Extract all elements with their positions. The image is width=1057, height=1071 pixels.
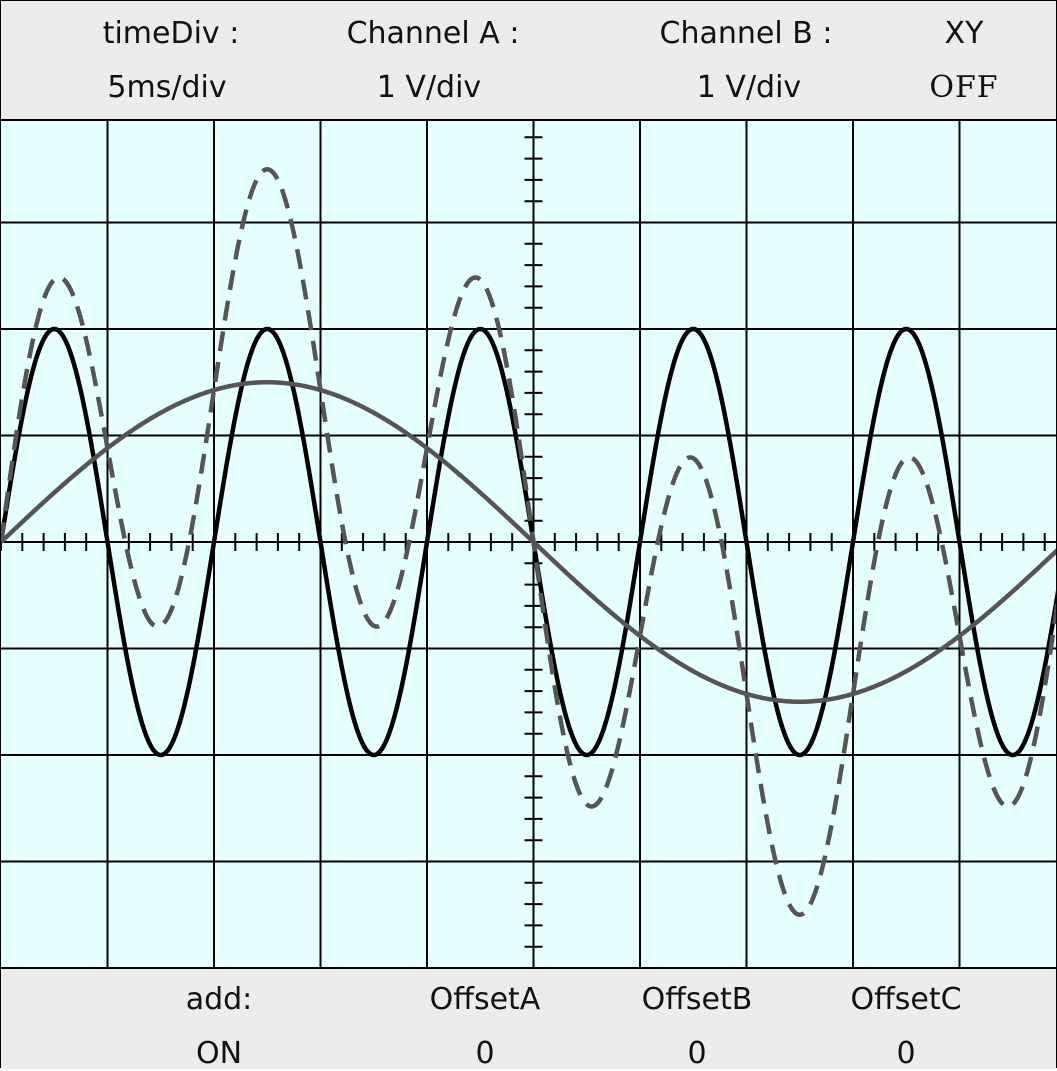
settings-header: timeDiv : 5ms/div Channel A : 1 V/div Ch… <box>1 1 1056 121</box>
channel-b-value[interactable]: 1 V/div <box>696 70 802 105</box>
offset-c-label: OffsetC <box>850 982 962 1017</box>
add-label: add: <box>185 982 253 1017</box>
oscilloscope-screen <box>0 115 1057 969</box>
xy-mode-value[interactable]: OFF <box>929 70 999 105</box>
offset-b-label: OffsetB <box>641 982 753 1017</box>
waveform-plot <box>0 115 1057 969</box>
time-div-value[interactable]: 5ms/div <box>107 70 227 105</box>
offset-a-value[interactable]: 0 <box>475 1036 495 1071</box>
add-value[interactable]: ON <box>195 1036 243 1071</box>
screen-background <box>1 121 1056 967</box>
channel-a-value[interactable]: 1 V/div <box>376 70 482 105</box>
channel-a-label: Channel A : <box>346 16 520 51</box>
xy-label: XY <box>944 16 984 51</box>
sum-trace <box>0 167 1057 917</box>
channel-b-label: Channel B : <box>659 16 833 51</box>
offset-c-value[interactable]: 0 <box>896 1036 916 1071</box>
offset-footer: add: ON OffsetA 0 OffsetB 0 OffsetC 0 <box>1 967 1056 1069</box>
offset-a-label: OffsetA <box>429 982 541 1017</box>
offset-b-value[interactable]: 0 <box>687 1036 707 1071</box>
time-div-label: timeDiv : <box>102 16 240 51</box>
traces <box>0 167 1057 917</box>
